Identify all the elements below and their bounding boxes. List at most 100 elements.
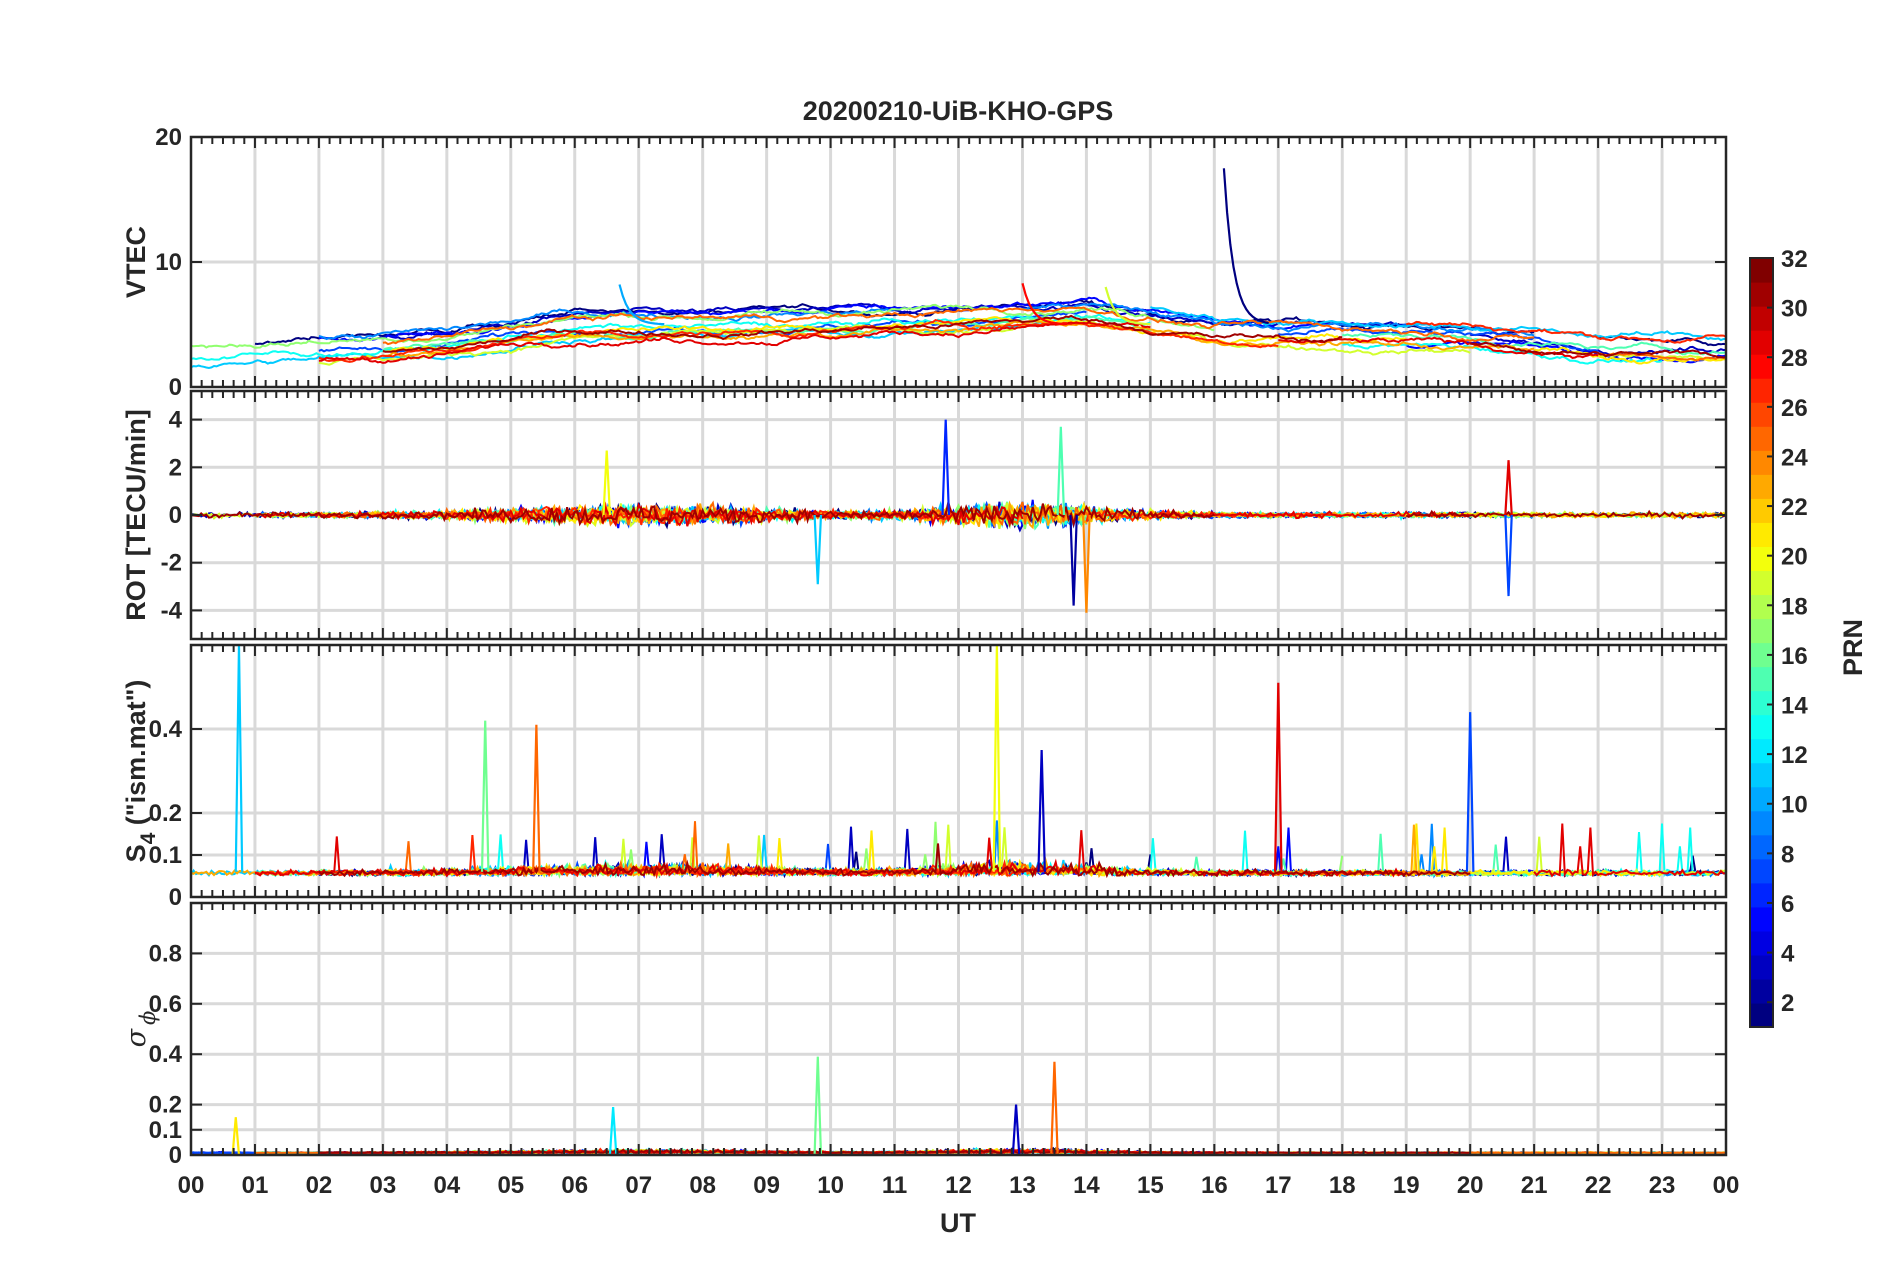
colorbar-level	[1750, 618, 1773, 644]
panel-1: 0 10 20 VTEC	[121, 124, 1728, 401]
series-prn-27	[1085, 508, 1343, 523]
colorbar-level	[1750, 642, 1773, 668]
colorbar-level	[1750, 738, 1773, 764]
series-group	[191, 645, 1726, 880]
colorbar-tick-label: 20	[1781, 544, 1808, 571]
notable-spike	[992, 645, 1002, 872]
y-axis-label: ROT [TECU/min]	[121, 409, 151, 620]
colorbar-tick-label: 8	[1781, 841, 1794, 868]
colorbar-level	[1750, 1002, 1773, 1028]
y-tick-label: 0.4	[149, 1041, 183, 1068]
notable-spike	[1050, 1061, 1059, 1155]
series-prn-15	[1342, 332, 1726, 356]
colorbar-tick-label: 28	[1781, 345, 1808, 372]
x-tick-label: 22	[1585, 1172, 1612, 1199]
colorbar-level	[1750, 714, 1773, 740]
series-prn-31	[1470, 341, 1726, 359]
x-tick-label: 21	[1521, 1172, 1548, 1199]
notable-spike	[234, 645, 244, 872]
panel-4: 00.10.2 0.4 0.6 0.8 σϕ	[121, 901, 1728, 1169]
colorbar-level	[1750, 954, 1773, 980]
y-tick-label: 0.1	[149, 842, 182, 869]
notable-spike	[532, 724, 541, 872]
x-tick-label: 02	[306, 1172, 333, 1199]
y-axis-label-symbol: σ	[121, 1027, 152, 1047]
colorbar-tick-label: 22	[1781, 494, 1808, 521]
x-tick-label: 13	[1009, 1172, 1036, 1199]
x-tick-label: 17	[1265, 1172, 1292, 1199]
panel-3: 00.10.20.4S4 ("ism.mat")	[121, 643, 1728, 911]
series-prn-9	[1022, 302, 1535, 337]
colorbar-level	[1750, 834, 1773, 860]
colorbar-tick-label: 32	[1781, 246, 1808, 273]
colorbar-level	[1750, 258, 1773, 283]
notable-spike	[1069, 514, 1078, 606]
colorbar-tick-label: 10	[1781, 792, 1808, 819]
colorbar-level	[1750, 522, 1773, 547]
y-tick-label: 0.4	[149, 716, 183, 743]
x-tick-label: 04	[433, 1172, 460, 1199]
x-tick-label: 14	[1073, 1172, 1100, 1199]
panel-2: -4 -2 0 2 4 ROT [TECU/min]	[121, 389, 1728, 641]
colorbar-level	[1750, 474, 1773, 499]
notable-spike	[618, 284, 665, 326]
series-prn-27	[1405, 320, 1726, 344]
x-tick-label: 01	[242, 1172, 269, 1199]
notable-spike	[1504, 514, 1513, 597]
x-tick-label: 05	[497, 1172, 524, 1199]
y-tick-label: -4	[161, 597, 183, 624]
notable-spike	[231, 1117, 241, 1155]
y-axis-label-subscript: 4	[137, 832, 160, 844]
colorbar-tick-label: 2	[1781, 990, 1794, 1017]
x-tick-label: 11	[882, 1172, 907, 1199]
series-prn-29	[254, 502, 1024, 528]
colorbar-tick-label: 6	[1781, 891, 1794, 918]
colorbar-level	[1750, 306, 1773, 331]
y-tick-label: 0.6	[149, 991, 182, 1018]
notable-spike	[1056, 426, 1066, 516]
colorbar-level	[1750, 882, 1773, 908]
notable-spike	[1037, 749, 1046, 872]
y-tick-label: 4	[169, 407, 183, 434]
x-tick-label: 18	[1329, 1172, 1356, 1199]
y-axis-label: σϕ	[121, 1011, 160, 1048]
series-prn-31	[318, 843, 1471, 879]
y-tick-label: 10	[155, 249, 182, 276]
y-tick-label: 2	[169, 454, 182, 481]
series-prn-13	[191, 313, 1151, 361]
x-tick-label: 15	[1137, 1172, 1164, 1199]
series-group	[191, 419, 1726, 613]
y-axis-label-symbol: S	[121, 844, 151, 862]
colorbar-tick-label: 4	[1781, 941, 1795, 968]
colorbar-level	[1750, 282, 1773, 307]
notable-spike	[1222, 168, 1269, 325]
y-tick-label: 20	[155, 124, 182, 151]
y-axis-label-suffix: ("ism.mat")	[121, 680, 151, 833]
colorbar-label: PRN	[1838, 619, 1868, 676]
y-axis-label-subscript: ϕ	[136, 1011, 160, 1025]
colorbar-level	[1750, 978, 1773, 1004]
notable-spike	[480, 720, 490, 872]
colorbar-level	[1750, 594, 1773, 620]
x-tick-label: 06	[561, 1172, 588, 1199]
colorbar-level	[1750, 378, 1773, 403]
notable-spike	[1273, 682, 1283, 872]
series-prn-27	[318, 319, 1279, 363]
x-tick-label: 12	[945, 1172, 972, 1199]
series-prn-25	[1597, 352, 1726, 362]
series-prn-23	[382, 320, 1535, 358]
series-prn-11	[1150, 306, 1726, 342]
colorbar-level	[1750, 906, 1773, 932]
notable-spike	[1104, 286, 1151, 326]
x-tick-label: 03	[370, 1172, 397, 1199]
colorbar-level	[1750, 546, 1773, 572]
y-tick-label: 0	[169, 374, 182, 401]
colorbar-level	[1750, 762, 1773, 788]
y-tick-label: -2	[161, 550, 182, 577]
x-tick-label: 00	[178, 1172, 205, 1199]
series-prn-31	[191, 502, 1215, 528]
notable-spike	[608, 1107, 618, 1155]
y-tick-label: 0.8	[149, 940, 182, 967]
notable-spike	[941, 419, 951, 516]
